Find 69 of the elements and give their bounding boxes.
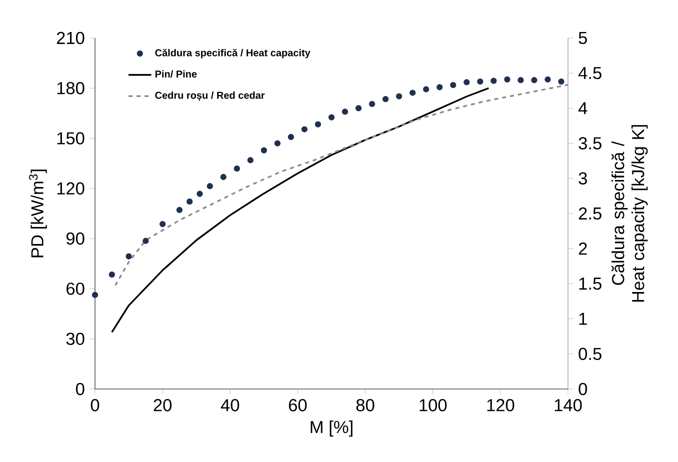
- point: [355, 105, 362, 112]
- point: [160, 220, 166, 228]
- legend-label: Pin/ Pine: [155, 70, 197, 78]
- point: [108, 272, 115, 278]
- point: [206, 183, 213, 190]
- point: [301, 126, 308, 132]
- legend-label: Căldura specifică / Heat capacity: [155, 48, 310, 58]
- y2-tick-label: 2: [578, 242, 587, 255]
- y-tick-label: 150: [57, 132, 84, 144]
- y2-tick-label: 0.5: [578, 348, 602, 360]
- y2-tick-label: 3.5: [578, 137, 602, 150]
- y2-tick-label: 1: [579, 312, 587, 325]
- y-tick-label: 0: [76, 382, 84, 396]
- y2-tick-label: 2.5: [578, 207, 602, 220]
- x-tick-label: 140: [554, 399, 582, 412]
- x-tick-label: 120: [487, 399, 514, 412]
- point: [464, 79, 470, 86]
- y-tick-label: 210: [56, 32, 84, 44]
- point: [234, 166, 240, 172]
- point: [142, 238, 149, 244]
- y-tick-label: 180: [57, 82, 84, 94]
- point: [126, 253, 132, 260]
- y-tick-label: 30: [66, 332, 84, 345]
- point: [314, 121, 322, 128]
- y2-axis-title: Căldura specifică / Heat capacity [kJ/kg K]: [611, 125, 648, 302]
- point: [477, 78, 484, 85]
- y-tick-label: 90: [66, 232, 84, 245]
- y2-tick-label: 1.5: [579, 278, 602, 290]
- point: [558, 78, 564, 85]
- point: [368, 100, 376, 108]
- point: [274, 140, 281, 146]
- x-axis-title: M [%]: [310, 420, 352, 437]
- y2-tick-label: 3: [578, 172, 587, 185]
- point: [423, 86, 430, 92]
- x-tick-label: 20: [154, 399, 172, 412]
- y2-tick-label: 5: [578, 32, 587, 44]
- point: [544, 76, 551, 82]
- point: [450, 82, 456, 88]
- x-tick-label: 60: [288, 399, 307, 412]
- point: [196, 190, 203, 197]
- legend-label: Cedru roșu / Red cedar: [155, 91, 265, 102]
- point: [220, 174, 226, 180]
- point: [410, 90, 416, 96]
- point: [92, 292, 98, 298]
- point: [288, 134, 294, 140]
- point: [531, 77, 538, 84]
- point: [247, 157, 254, 164]
- y2-tick-label: 0: [578, 382, 588, 396]
- y-axis-title: PD [kW/m$^{3}$]: [29, 170, 47, 258]
- point: [436, 84, 443, 90]
- point: [186, 198, 193, 205]
- line-series: [111, 87, 490, 334]
- x-tick-label: 0: [90, 399, 100, 412]
- point: [518, 77, 524, 84]
- point: [342, 108, 348, 115]
- y2-tick-label: 4: [578, 102, 588, 114]
- point: [504, 76, 510, 82]
- point: [382, 96, 389, 102]
- point: [260, 147, 267, 154]
- y-tick-label: 120: [57, 182, 84, 195]
- x-tick-label: 40: [220, 399, 240, 412]
- point: [490, 78, 497, 84]
- point: [176, 206, 183, 214]
- point: [396, 93, 402, 100]
- y2-tick-label: 4.5: [578, 67, 602, 80]
- x-tick-label: 80: [356, 399, 374, 412]
- point: [328, 114, 335, 120]
- x-tick-label: 100: [420, 399, 447, 412]
- y-tick-label: 60: [66, 282, 84, 295]
